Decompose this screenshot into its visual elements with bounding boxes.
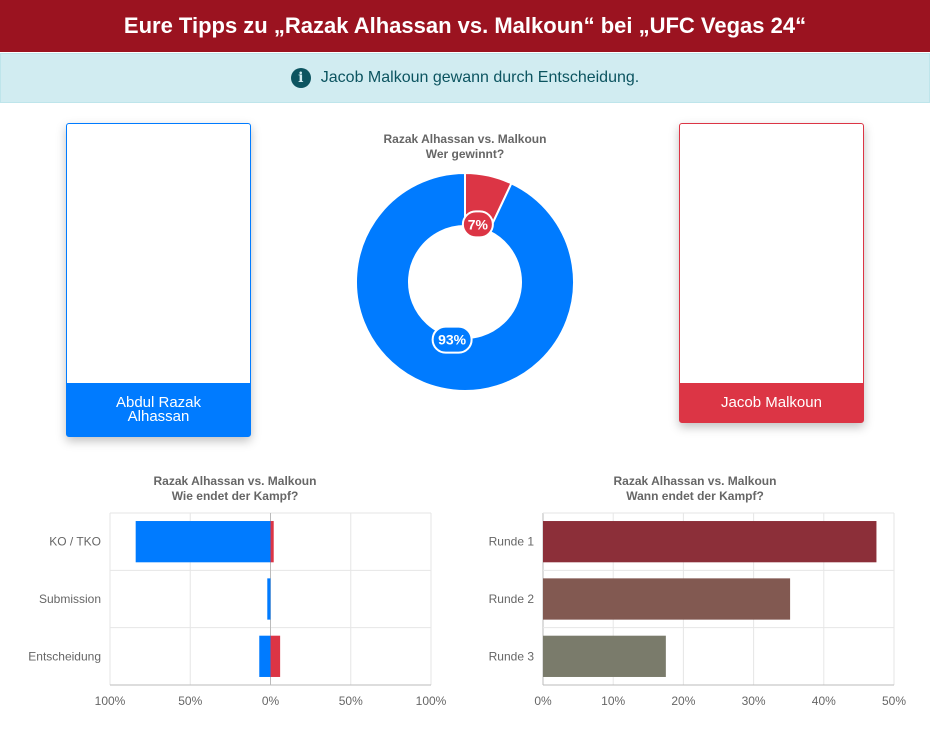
ko-category-label: Entscheidung <box>28 649 101 663</box>
fighter-name-alhassan[interactable]: Abdul Razak Alhassan <box>67 383 250 436</box>
round-xtick-label: 50% <box>882 694 906 708</box>
finish-method-chart: Razak Alhassan vs. Malkoun Wie endet der… <box>28 474 447 708</box>
ko-chart-title: Razak Alhassan vs. Malkoun <box>154 474 317 488</box>
ko-bar-alhassan[interactable] <box>259 635 271 677</box>
donut-subtitle: Wer gewinnt? <box>426 147 504 161</box>
round-bar-2[interactable] <box>543 578 791 620</box>
round-chart-subtitle: Wann endet der Kampf? <box>626 489 764 503</box>
ko-bar-alhassan[interactable] <box>267 578 271 620</box>
page-header: Eure Tipps zu „Razak Alhassan vs. Malkou… <box>0 0 930 52</box>
round-xtick-label: 40% <box>812 694 836 708</box>
round-chart-title: Razak Alhassan vs. Malkoun <box>614 474 777 488</box>
round-xtick-label: 20% <box>671 694 695 708</box>
ko-xtick-label: 0% <box>262 694 280 708</box>
ko-bar-malkoun[interactable] <box>270 521 274 563</box>
ko-xtick-label: 50% <box>178 694 202 708</box>
donut-title: Razak Alhassan vs. Malkoun <box>384 132 547 146</box>
donut-label-bg-1 <box>431 325 473 354</box>
fighter-name-line1: Abdul Razak <box>115 393 202 411</box>
round-xtick-label: 10% <box>601 694 625 708</box>
round-bar-1[interactable] <box>543 521 877 563</box>
result-alert: i Jacob Malkoun gewann durch Entscheidun… <box>0 53 930 103</box>
ko-category-label: KO / TKO <box>49 535 101 549</box>
fighter-name-malkoun[interactable]: Jacob Malkoun <box>680 383 863 422</box>
ko-chart-subtitle: Wie endet der Kampf? <box>172 489 299 503</box>
fighter-card-alhassan[interactable]: Abdul Razak Alhassan <box>66 123 251 437</box>
donut-label-1: 93% <box>438 332 467 348</box>
round-category-label: Runde 3 <box>489 649 535 663</box>
ko-xtick-label: 100% <box>95 694 126 708</box>
donut-label-bg-0 <box>461 210 494 239</box>
finish-round-chart: Razak Alhassan vs. Malkoun Wann endet de… <box>489 474 907 708</box>
round-bar-3[interactable] <box>543 635 666 677</box>
winner-donut-chart: Razak Alhassan vs. Malkoun Wer gewinnt? … <box>355 132 575 392</box>
fighter-name-line2: Alhassan <box>127 407 190 425</box>
ko-category-label: Submission <box>39 592 101 606</box>
round-category-label: Runde 1 <box>489 535 535 549</box>
round-xtick-label: 30% <box>742 694 766 708</box>
ko-bar-alhassan[interactable] <box>135 521 271 563</box>
ko-bar-malkoun[interactable] <box>270 635 281 677</box>
info-icon: i <box>290 68 311 88</box>
donut-slice-1[interactable] <box>355 171 575 392</box>
fighter-card-malkoun[interactable]: Jacob Malkoun <box>679 123 864 423</box>
donut-label-0: 7% <box>468 216 489 232</box>
result-text: Jacob Malkoun gewann durch Entscheidung. <box>320 69 640 86</box>
ko-xtick-label: 100% <box>416 694 447 708</box>
round-xtick-label: 0% <box>534 694 552 708</box>
ko-xtick-label: 50% <box>339 694 363 708</box>
page-title: Eure Tipps zu „Razak Alhassan vs. Malkou… <box>123 13 807 38</box>
round-category-label: Runde 2 <box>489 592 535 606</box>
